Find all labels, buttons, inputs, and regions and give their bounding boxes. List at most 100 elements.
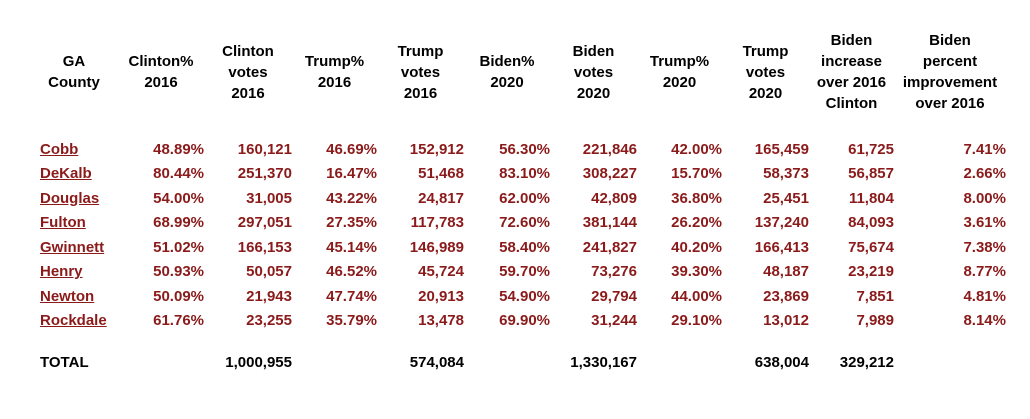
column-header: Biden percent improvement over 2016 xyxy=(894,22,1006,122)
table-row: Douglas 54.00% 31,005 43.22% 24,817 62.00% 42,… xyxy=(30,186,1006,211)
total-cell xyxy=(894,351,1006,373)
table-cell: 46.52% xyxy=(326,263,377,281)
table-row: Gwinnett 51.02% 166,153 45.14% 146,989 58.40%… xyxy=(30,235,1006,260)
table-cell: 68.99% xyxy=(153,214,204,232)
column-header-line: 2020 xyxy=(490,74,524,91)
county-link[interactable]: Henry xyxy=(40,263,83,281)
county-link[interactable]: Fulton xyxy=(40,214,86,232)
table-cell: 58,373 xyxy=(763,165,809,183)
column-header: Trump votes 2020 xyxy=(722,22,809,122)
column-header: Biden votes 2020 xyxy=(550,22,637,122)
column-header: Trump votes 2016 xyxy=(377,22,464,122)
column-header-line: Clinton xyxy=(222,42,274,60)
table-cell: 72.60% xyxy=(499,214,550,232)
table-cell: 166,413 xyxy=(754,238,809,256)
table-cell: 13,478 xyxy=(418,312,464,330)
county-cell: Henry xyxy=(30,260,118,285)
total-cell: 1,000,955 xyxy=(225,353,292,371)
column-header: Clinton% 2016 xyxy=(118,22,204,122)
column-header-line: increase xyxy=(821,53,882,70)
table-cell: 61.76% xyxy=(153,312,204,330)
column-header-line: over 2016 xyxy=(816,74,887,91)
table-cell: 75,674 xyxy=(848,238,894,256)
table-cell: 251,370 xyxy=(237,165,292,183)
spacer-row xyxy=(30,333,1006,351)
total-row: TOTAL 1,000,955 574,084 1,330,167 638,004 329… xyxy=(30,351,1006,373)
column-header: Biden increase over 2016 Clinton xyxy=(809,22,894,122)
county-cell: DeKalb xyxy=(30,162,118,187)
table-cell: 45,724 xyxy=(418,263,464,281)
table-cell: 48.89% xyxy=(153,140,204,158)
column-header-line: 2016 xyxy=(231,84,265,102)
table-cell: 23,219 xyxy=(848,263,894,281)
table-cell: 59.70% xyxy=(499,263,550,281)
table-cell: 40.20% xyxy=(671,238,722,256)
table-cell: 56,857 xyxy=(848,165,894,183)
county-cell: Fulton xyxy=(30,211,118,236)
table-cell: 165,459 xyxy=(754,140,809,158)
table-cell: 47.74% xyxy=(326,287,377,305)
county-cell: Newton xyxy=(30,284,118,309)
table-cell: 137,240 xyxy=(754,214,809,232)
column-header-line: GA xyxy=(62,53,86,70)
total-cell xyxy=(292,351,377,373)
table-cell: 46.69% xyxy=(326,140,377,158)
table-cell: 23,255 xyxy=(246,312,292,330)
county-link[interactable]: Newton xyxy=(40,287,95,305)
table-cell: 48,187 xyxy=(763,263,809,281)
table-cell: 50,057 xyxy=(246,263,292,281)
column-header: GA County xyxy=(30,22,118,122)
county-cell: Cobb xyxy=(30,137,118,162)
county-link[interactable]: Douglas xyxy=(40,189,100,207)
table-cell: 42.00% xyxy=(671,140,722,158)
column-header: Clinton votes 2016 xyxy=(204,22,292,122)
table-cell: 381,144 xyxy=(582,214,637,232)
column-header-line: Biden xyxy=(830,32,873,49)
header-row: GA County Clinton% 2016 Clinton votes 2016 Trum… xyxy=(30,22,1006,122)
county-link[interactable]: Rockdale xyxy=(40,312,107,330)
column-header-line: 2020 xyxy=(576,84,611,102)
table-cell: 117,783 xyxy=(410,214,464,232)
county-link[interactable]: Cobb xyxy=(40,140,79,158)
column-header-line: votes xyxy=(745,63,786,81)
table-cell: 58.40% xyxy=(499,238,550,256)
column-header-line: Clinton xyxy=(825,95,878,112)
table-cell: 2.66% xyxy=(963,165,1006,183)
column-header-line: Trump xyxy=(742,42,789,60)
table-cell: 16.47% xyxy=(326,165,377,183)
table-row: Cobb 48.89% 160,121 46.69% 152,912 56.30% 221,… xyxy=(30,137,1006,162)
county-link[interactable]: DeKalb xyxy=(40,165,92,183)
column-header-line: Trump xyxy=(397,42,444,60)
total-cell: 329,212 xyxy=(839,353,894,371)
column-header-line: 2020 xyxy=(662,74,697,91)
table-cell: 7,851 xyxy=(856,287,894,305)
table-cell: 8.14% xyxy=(963,312,1006,330)
table-cell: 54.00% xyxy=(153,189,204,207)
total-cell xyxy=(464,351,550,373)
total-cell: 574,084 xyxy=(409,353,464,371)
table-cell: 42,809 xyxy=(591,189,637,207)
column-header-line: 2016 xyxy=(317,74,352,91)
county-cell: Gwinnett xyxy=(30,235,118,260)
table-cell: 62.00% xyxy=(499,189,550,207)
table-cell: 7.38% xyxy=(963,238,1006,256)
column-header-line: Biden% xyxy=(479,53,535,70)
table-cell: 73,276 xyxy=(591,263,637,281)
column-header: Trump% 2016 xyxy=(292,22,377,122)
column-header-line: 2016 xyxy=(403,84,438,102)
table-cell: 160,121 xyxy=(237,140,292,158)
table-row: Fulton 68.99% 297,051 27.35% 117,783 72.60% 38… xyxy=(30,211,1006,236)
county-link[interactable]: Gwinnett xyxy=(40,238,105,256)
table-cell: 54.90% xyxy=(499,287,550,305)
table-cell: 45.14% xyxy=(326,238,377,256)
table-cell: 23,869 xyxy=(763,287,809,305)
column-header: Trump% 2020 xyxy=(637,22,722,122)
table-cell: 31,244 xyxy=(591,312,637,330)
table-cell: 27.35% xyxy=(326,214,377,232)
table-cell: 8.77% xyxy=(963,263,1006,281)
column-header-line: votes xyxy=(573,63,614,81)
table-cell: 166,153 xyxy=(237,238,292,256)
county-cell: Douglas xyxy=(30,186,118,211)
spacer-cell xyxy=(30,122,1006,137)
table-cell: 29.10% xyxy=(671,312,722,330)
